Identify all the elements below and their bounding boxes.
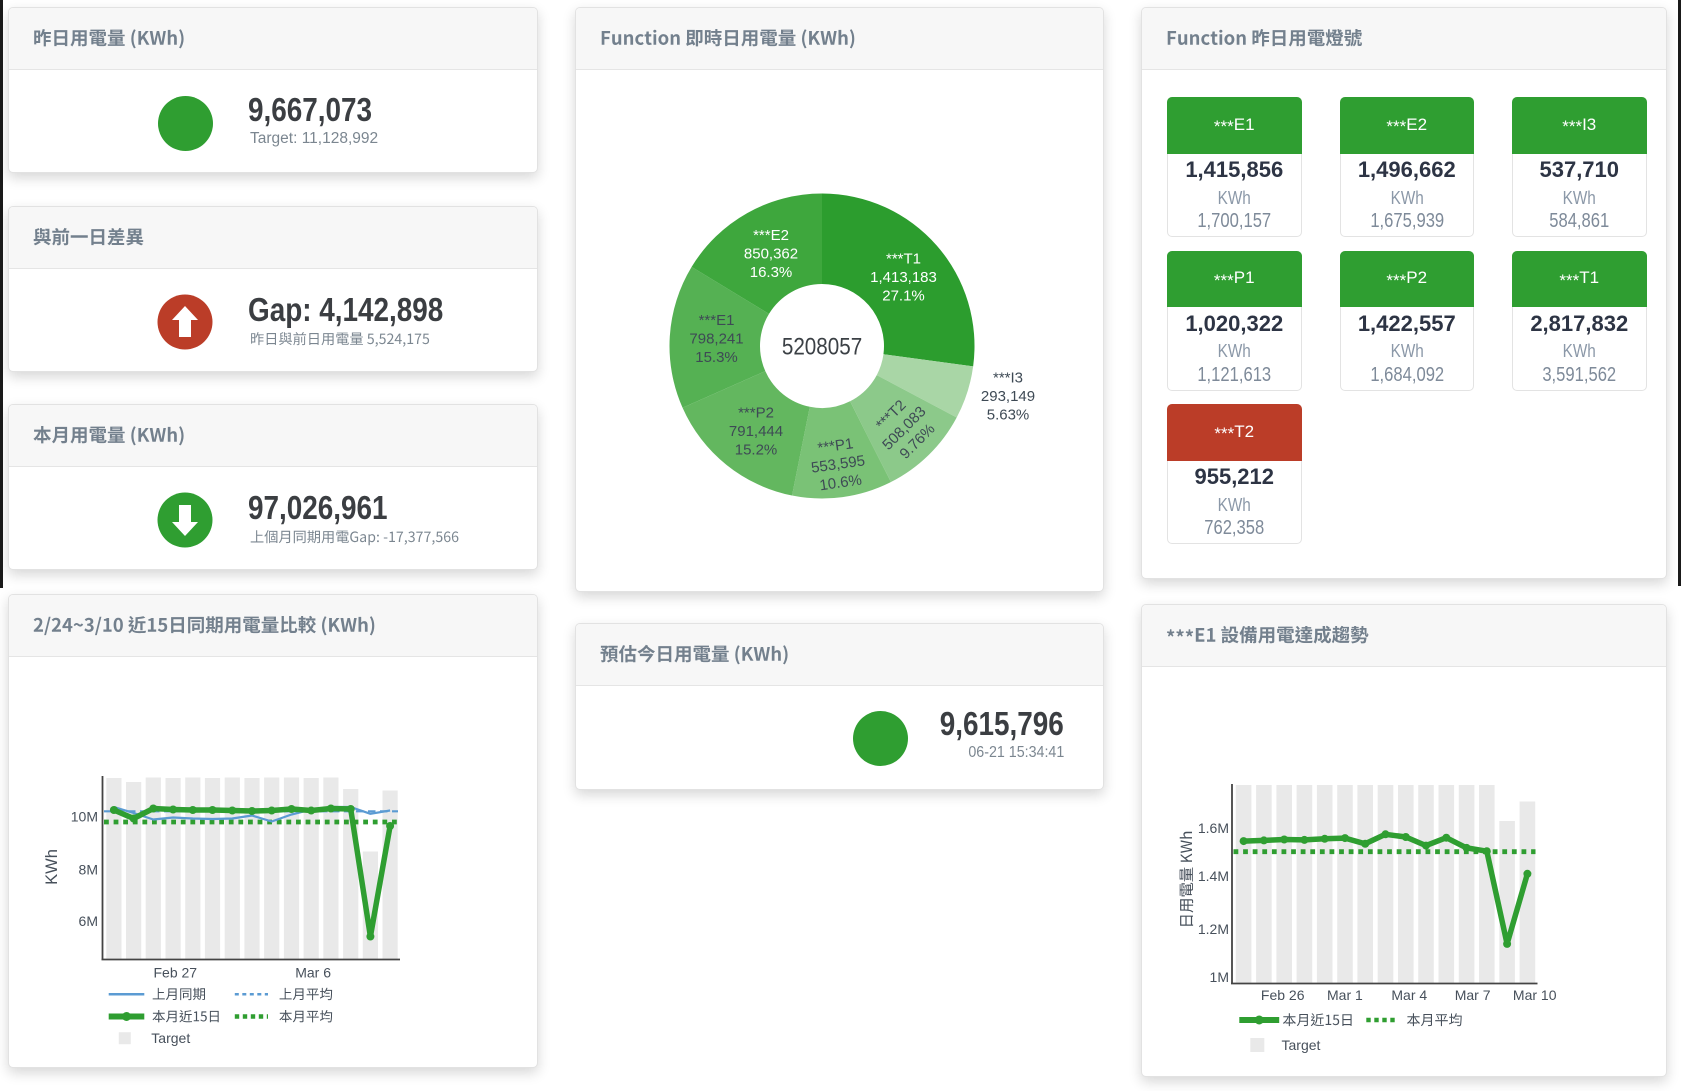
svg-text:Mar 6: Mar 6: [295, 965, 331, 981]
svg-text:8M: 8M: [79, 861, 98, 877]
svg-text:791,444: 791,444: [729, 423, 783, 440]
svg-text:15.3%: 15.3%: [695, 349, 738, 366]
svg-text:1.4M: 1.4M: [1198, 868, 1229, 884]
svg-text:Feb 26: Feb 26: [1261, 987, 1305, 1003]
svg-text:KWh: KWh: [43, 849, 61, 885]
svg-text:Mar 10: Mar 10: [1513, 987, 1557, 1003]
svg-text:1,413,183: 1,413,183: [870, 269, 937, 286]
svg-text:***E1: ***E1: [699, 312, 735, 329]
svg-text:16.3%: 16.3%: [750, 264, 793, 281]
svg-text:Target: Target: [151, 1030, 190, 1046]
svg-text:***I3: ***I3: [993, 369, 1023, 386]
svg-text:Mar 7: Mar 7: [1455, 987, 1491, 1003]
svg-text:Mar 4: Mar 4: [1391, 987, 1427, 1003]
svg-text:Target: Target: [1282, 1037, 1321, 1053]
svg-text:***P2: ***P2: [738, 404, 774, 421]
svg-text:293,149: 293,149: [981, 388, 1035, 405]
svg-text:1.6M: 1.6M: [1198, 820, 1229, 836]
svg-text:798,241: 798,241: [689, 331, 743, 348]
svg-text:1M: 1M: [1210, 969, 1229, 985]
svg-text:27.1%: 27.1%: [882, 288, 925, 305]
svg-text:15.2%: 15.2%: [735, 442, 778, 459]
svg-text:***E2: ***E2: [753, 227, 789, 244]
svg-text:***P1: ***P1: [817, 435, 855, 457]
svg-text:Mar 1: Mar 1: [1327, 987, 1363, 1003]
svg-text:850,362: 850,362: [744, 246, 798, 263]
svg-text:5.63%: 5.63%: [987, 407, 1030, 424]
svg-text:10.6%: 10.6%: [818, 472, 862, 495]
svg-text:10M: 10M: [71, 809, 98, 825]
svg-text:1.2M: 1.2M: [1198, 921, 1229, 937]
svg-text:5208057: 5208057: [782, 333, 862, 360]
svg-text:6M: 6M: [79, 913, 98, 929]
svg-text:Feb 27: Feb 27: [154, 965, 198, 981]
svg-text:***T1: ***T1: [886, 250, 921, 267]
